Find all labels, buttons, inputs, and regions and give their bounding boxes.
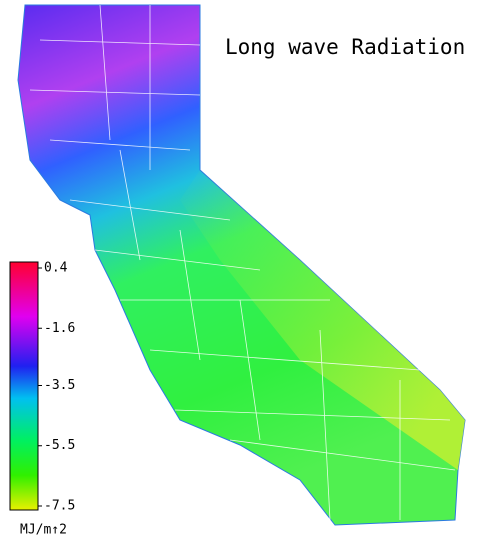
colorbar-tick-label: -1.6 (44, 321, 75, 336)
colorbar-unit: MJ/m↑2 (20, 523, 67, 538)
colorbar-tick-label: -3.5 (44, 378, 75, 393)
colorbar-tick-label: -7.5 (44, 499, 75, 514)
state-shape (17, 4, 466, 526)
colorbar (9, 261, 39, 511)
map-title: Long wave Radiation (225, 35, 465, 59)
colorbar-tick-label: 0.4 (44, 261, 68, 276)
colorbar-tick-label: -5.5 (44, 438, 75, 453)
